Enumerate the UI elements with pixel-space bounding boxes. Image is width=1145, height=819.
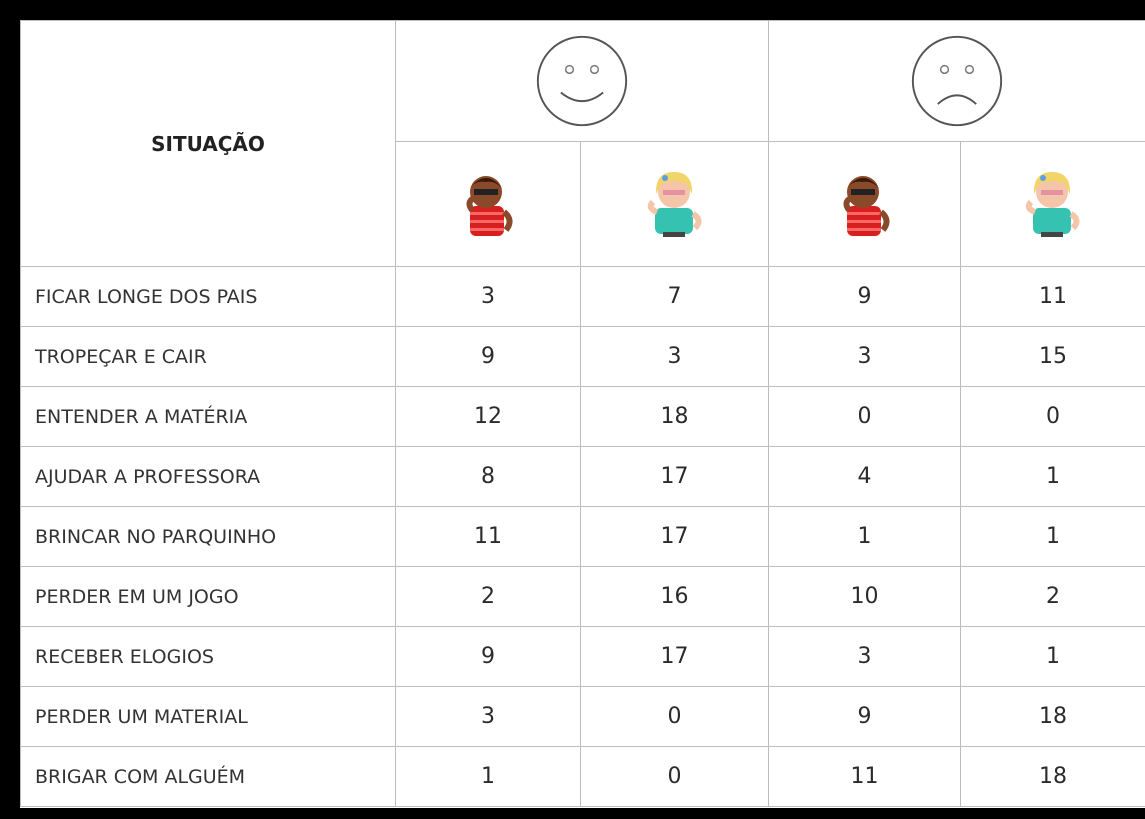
row-label: AJUDAR A PROFESSORA (21, 447, 396, 507)
cell-value: 0 (581, 747, 769, 807)
cell-value: 1 (769, 507, 961, 567)
cell-value: 2 (961, 567, 1145, 627)
cell-value: 17 (581, 447, 769, 507)
cell-value: 12 (396, 387, 581, 447)
cell-value: 11 (769, 747, 961, 807)
cell-value: 18 (581, 387, 769, 447)
cell-value: 0 (961, 387, 1145, 447)
page: SITUAÇÃO FICAR LONGE DOS PAIS37911TROPEÇ… (0, 0, 1145, 819)
boy-icon (448, 164, 528, 244)
cell-value: 3 (769, 327, 961, 387)
cell-value: 1 (961, 507, 1145, 567)
cell-value: 11 (961, 267, 1145, 327)
cell-value: 17 (581, 507, 769, 567)
girl-cell (581, 142, 769, 267)
row-label: RECEBER ELOGIOS (21, 627, 396, 687)
cell-value: 18 (961, 687, 1145, 747)
row-label: PERDER UM MATERIAL (21, 687, 396, 747)
cell-value: 3 (769, 627, 961, 687)
cell-value: 17 (581, 627, 769, 687)
cell-value: 4 (769, 447, 961, 507)
cell-value: 3 (396, 687, 581, 747)
row-label: FICAR LONGE DOS PAIS (21, 267, 396, 327)
cell-value: 9 (769, 267, 961, 327)
cell-value: 16 (581, 567, 769, 627)
row-label: BRIGAR COM ALGUÉM (21, 747, 396, 807)
cell-value: 8 (396, 447, 581, 507)
sad-cell (769, 21, 1145, 142)
boy-icon (825, 164, 905, 244)
cell-value: 3 (581, 327, 769, 387)
cell-value: 3 (396, 267, 581, 327)
cell-value: 0 (581, 687, 769, 747)
row-label: ENTENDER A MATÉRIA (21, 387, 396, 447)
row-label: BRINCAR NO PARQUINHO (21, 507, 396, 567)
cell-value: 9 (396, 627, 581, 687)
girl-icon (1013, 164, 1093, 244)
happy-face (534, 33, 630, 129)
cell-value: 2 (396, 567, 581, 627)
cell-value: 1 (961, 627, 1145, 687)
header-title: SITUAÇÃO (21, 21, 396, 267)
row-label: PERDER EM UM JOGO (21, 567, 396, 627)
cell-value: 9 (769, 687, 961, 747)
cell-value: 1 (396, 747, 581, 807)
girl-icon (635, 164, 715, 244)
boy-cell (769, 142, 961, 267)
girl-cell (961, 142, 1145, 267)
boy-cell (396, 142, 581, 267)
cell-value: 7 (581, 267, 769, 327)
cell-value: 15 (961, 327, 1145, 387)
cell-value: 10 (769, 567, 961, 627)
cell-value: 1 (961, 447, 1145, 507)
cell-value: 11 (396, 507, 581, 567)
cell-value: 0 (769, 387, 961, 447)
sad-face (909, 33, 1005, 129)
cell-value: 18 (961, 747, 1145, 807)
cell-value: 9 (396, 327, 581, 387)
happy-cell (396, 21, 769, 142)
row-label: TROPEÇAR E CAIR (21, 327, 396, 387)
